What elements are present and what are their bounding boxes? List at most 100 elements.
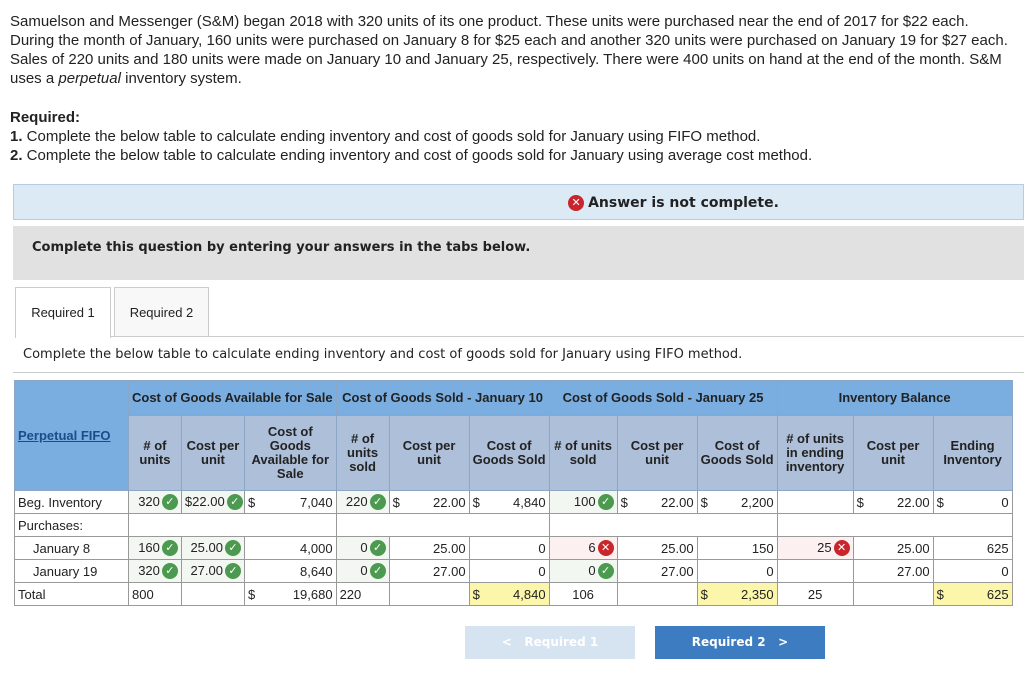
x-circle-icon: ✕ (597, 540, 614, 557)
cell-value: 106 (572, 586, 594, 602)
value-cell[interactable]: 160 ✓ (128, 536, 182, 560)
currency-symbol: $ (184, 493, 193, 509)
value-cell: $22.00 (852, 490, 934, 514)
value-cell: 800 (128, 582, 182, 606)
cell-value: 0 (360, 562, 368, 578)
value-cell[interactable]: 320 ✓ (128, 559, 182, 583)
check-icon: ✓ (369, 540, 386, 557)
value-cell[interactable]: 6 ✕ (548, 536, 618, 560)
cell-value: 22.00 (661, 494, 694, 510)
divider (111, 336, 1024, 337)
cell-value: 625 (986, 540, 1009, 556)
value-cell: 625 (932, 536, 1013, 560)
value-cell[interactable]: 0 ✓ (335, 559, 390, 583)
value-cell[interactable]: 25 ✕ (776, 536, 854, 560)
value-cell: 220 (335, 582, 390, 606)
value-cell[interactable]: 27.00 ✓ (180, 559, 245, 583)
check-icon: ✓ (161, 540, 178, 557)
cell-value: 8,640 (300, 563, 333, 579)
empty-cell (776, 513, 1013, 537)
cell-value: 22.00 (433, 494, 466, 510)
column-header: # of units sold (548, 415, 618, 491)
value-cell: $0 (932, 490, 1013, 514)
x-circle-icon: ✕ (833, 540, 850, 557)
value-cell[interactable]: 220 ✓ (335, 490, 390, 514)
cell-value: 320 (138, 562, 160, 578)
empty-cell (548, 513, 778, 537)
currency-symbol: $ (856, 494, 864, 510)
group-header: Cost of Goods Available for Sale (128, 380, 337, 416)
value-cell: 25 (776, 582, 854, 606)
empty-cell (335, 513, 550, 537)
cell-value: 100 (573, 493, 596, 509)
cell-value: 25.00 (190, 539, 223, 555)
value-cell: 27.00 (852, 559, 934, 583)
cell-value: 0 (1001, 563, 1009, 579)
value-cell: 150 (696, 536, 778, 560)
cell-value: 25.00 (433, 540, 466, 556)
currency-symbol: $ (392, 494, 400, 510)
value-cell[interactable]: 100 ✓ (548, 490, 618, 514)
cell-value: 4,000 (300, 540, 333, 556)
cell-value: 160 (138, 539, 160, 555)
cell-value: 22.00 (192, 493, 225, 509)
column-header: Cost per unit (180, 415, 245, 491)
cell-value: 800 (132, 586, 154, 602)
value-cell[interactable]: 0 ✓ (335, 536, 390, 560)
check-icon: ✓ (226, 494, 243, 511)
tab-required-2[interactable]: Required 2 (114, 287, 209, 337)
value-cell: $4,840 (468, 582, 550, 606)
cell-value: 0 (1001, 494, 1009, 510)
value-cell: $4,840 (468, 490, 550, 514)
table-row: Beg. Inventory 320 ✓ $22.00 ✓ $7,040 220 ✓ $22.0… (14, 490, 1013, 514)
table-row: January 19 320 ✓ 27.00 ✓ 8,640 0 ✓ 27.00 0 0 ✓ 27.00… (14, 559, 1013, 583)
value-cell[interactable]: 0 ✓ (548, 559, 618, 583)
value-cell: 25.00 (852, 536, 934, 560)
value-cell: $7,040 (243, 490, 337, 514)
cell-value: 27.00 (190, 562, 223, 578)
column-header: Ending Inventory (932, 415, 1013, 491)
check-icon: ✓ (369, 494, 386, 511)
currency-symbol: $ (472, 586, 480, 602)
row-label: Purchases: (14, 513, 129, 537)
group-header: Inventory Balance (776, 380, 1013, 416)
x-circle-icon: ✕ (568, 195, 585, 211)
prev-required-1-button[interactable]: < Required 1 (465, 626, 635, 659)
requirements: Required: 1. Complete the below table to… (10, 109, 813, 164)
currency-symbol: $ (247, 494, 256, 510)
next-required-2-button[interactable]: Required 2 > (655, 626, 825, 659)
cell-value: 4,840 (513, 494, 546, 510)
cell-value: 150 (751, 540, 774, 556)
currency-symbol: $ (700, 586, 708, 602)
cell-value: 0 (360, 539, 368, 555)
instructions: Complete this question by entering your … (13, 226, 1024, 280)
currency-symbol: $ (472, 494, 480, 510)
column-header: # of units (128, 415, 182, 491)
check-icon: ✓ (224, 563, 241, 580)
value-cell (388, 582, 470, 606)
value-cell: 25.00 (388, 536, 470, 560)
group-header: Cost of Goods Sold - January 10 (335, 380, 550, 416)
cell-value: 19,680 (292, 586, 333, 602)
value-cell (180, 582, 245, 606)
tab-required-1[interactable]: Required 1 (15, 287, 111, 338)
cell-value: 320 (138, 493, 160, 509)
group-header: Cost of Goods Sold - January 25 (548, 380, 778, 416)
cell-value: 0 (538, 563, 546, 579)
value-cell[interactable]: 320 ✓ (128, 490, 182, 514)
value-cell: 27.00 (616, 559, 698, 583)
value-cell: 8,640 (243, 559, 337, 583)
column-header: Cost of Goods Sold (696, 415, 778, 491)
value-cell[interactable]: 25.00 ✓ (180, 536, 245, 560)
value-cell[interactable]: $22.00 ✓ (180, 490, 245, 514)
row-label: January 8 (14, 536, 129, 560)
value-cell (776, 490, 854, 514)
row-label: January 19 (14, 559, 129, 583)
table-row: Total 800 $19,680 220 $4,840 106 $2,350 25 $625 (14, 582, 1013, 606)
column-header: Cost of Goods Available for Sale (243, 415, 337, 491)
currency-symbol: $ (936, 494, 944, 510)
tab-instruction: Complete the below table to calculate en… (23, 347, 743, 362)
cell-value: 4,840 (513, 586, 546, 602)
check-icon: ✓ (597, 563, 614, 580)
cell-value: 27.00 (661, 563, 694, 579)
